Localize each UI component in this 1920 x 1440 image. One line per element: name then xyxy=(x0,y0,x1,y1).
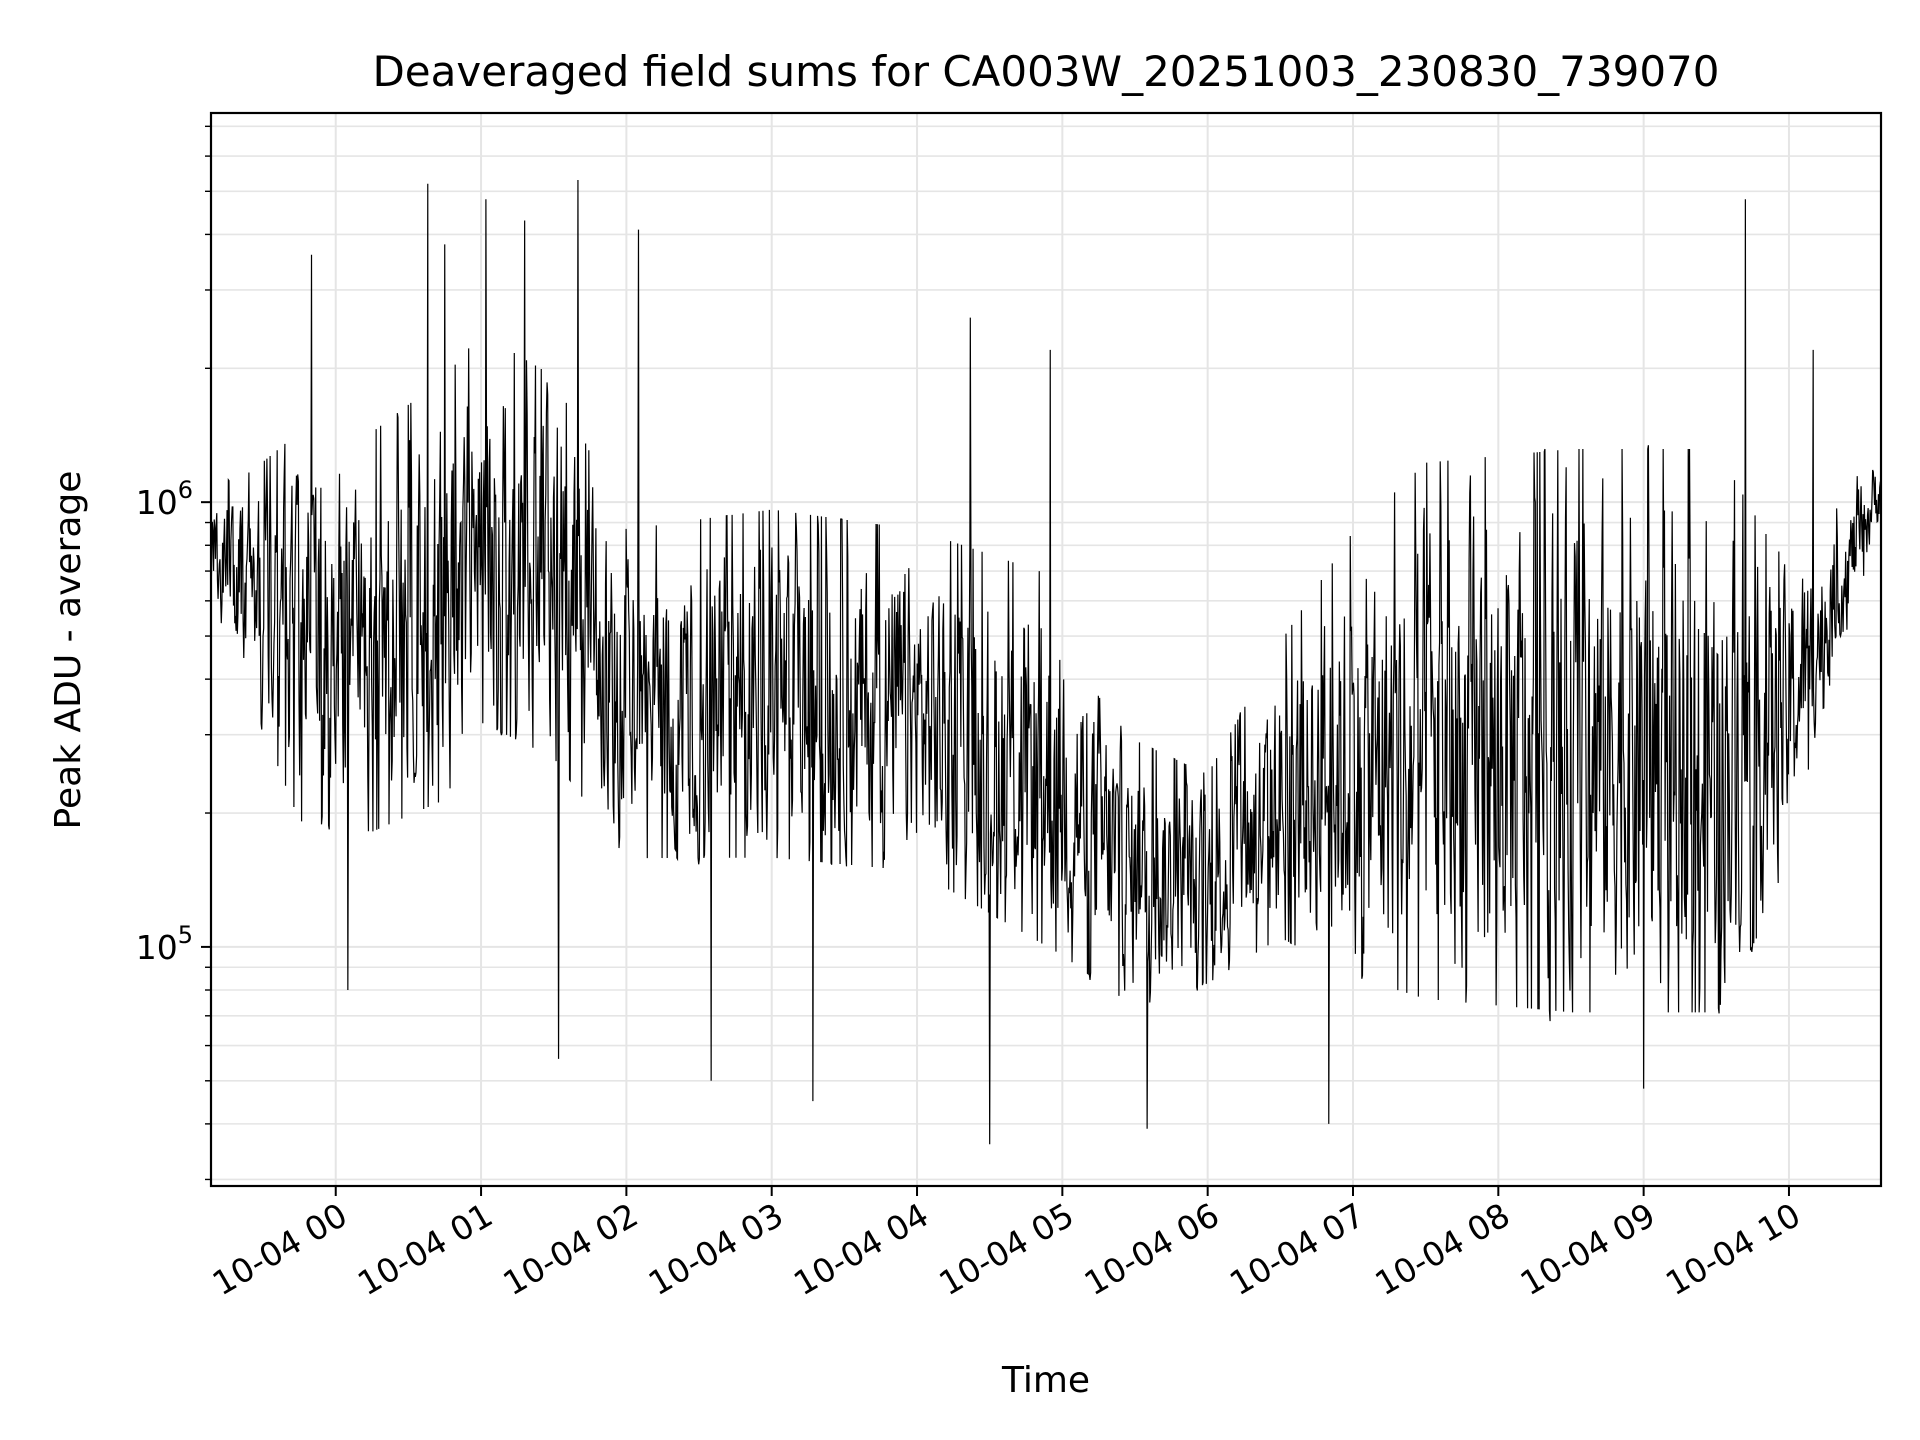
chart-title: Deaveraged field sums for CA003W_2025100… xyxy=(372,47,1719,96)
y-axis: 105 106 xyxy=(136,125,211,1181)
series-line xyxy=(210,180,1882,1145)
plot-frame xyxy=(209,111,1883,1188)
y-tick-label: 105 xyxy=(136,921,193,967)
x-axis-label: Time xyxy=(1001,1360,1090,1401)
data-series xyxy=(210,180,1882,1145)
y-tick-label: 106 xyxy=(136,476,193,522)
y-axis-label: Peak ADU - average xyxy=(48,471,89,830)
